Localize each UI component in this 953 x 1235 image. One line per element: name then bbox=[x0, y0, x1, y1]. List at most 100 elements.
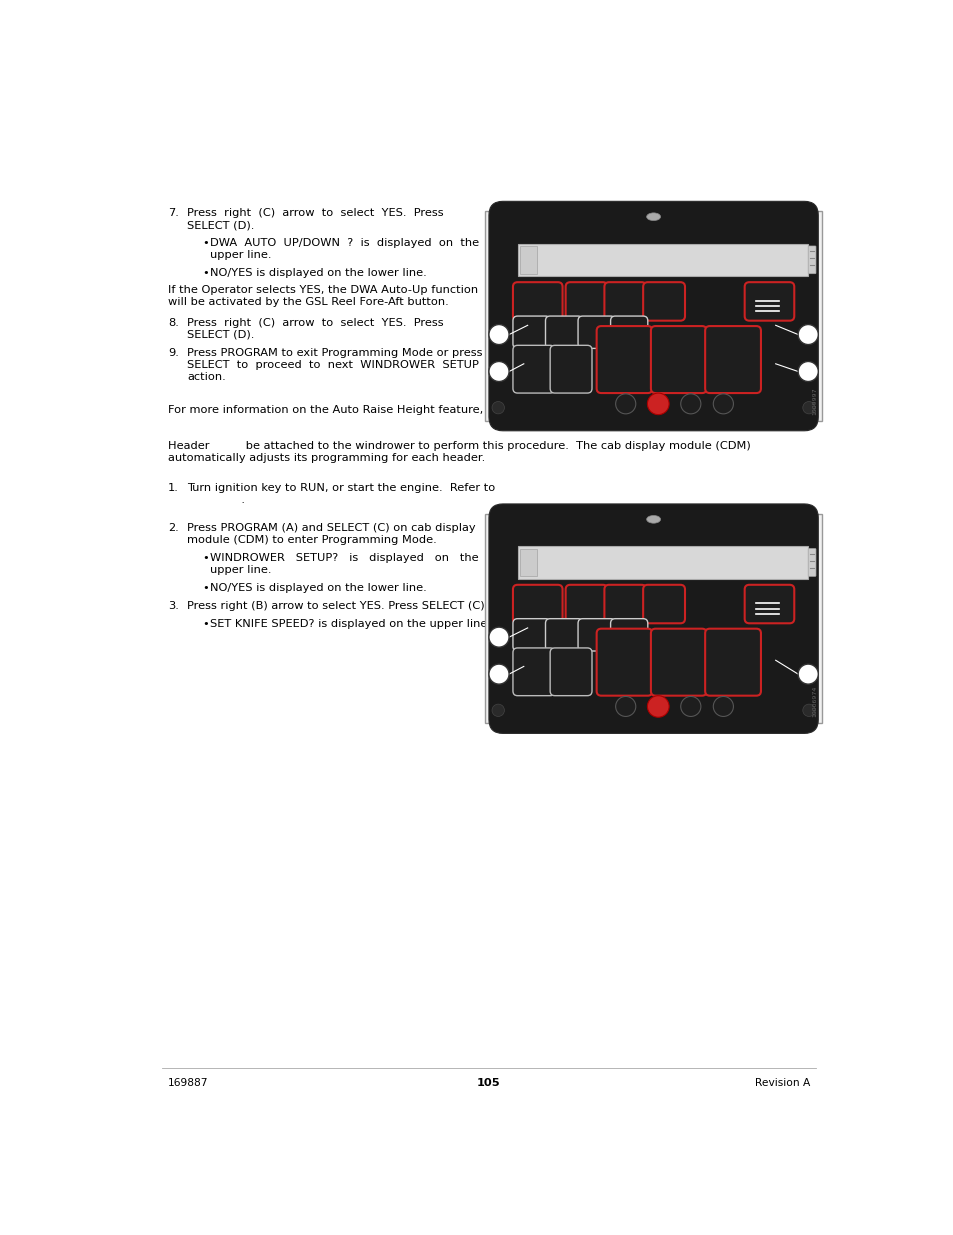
Text: 9.: 9. bbox=[168, 348, 179, 358]
Text: If the Operator selects YES, the DWA Auto-Up function: If the Operator selects YES, the DWA Aut… bbox=[168, 285, 477, 295]
FancyBboxPatch shape bbox=[513, 619, 550, 651]
Text: •: • bbox=[202, 238, 209, 248]
Text: HEADER: HEADER bbox=[560, 659, 580, 664]
Circle shape bbox=[802, 704, 815, 716]
Circle shape bbox=[802, 401, 815, 414]
Text: 2.: 2. bbox=[168, 524, 178, 534]
Bar bbox=[517, 546, 807, 579]
Text: Press PROGRAM to exit Programming Mode or press: Press PROGRAM to exit Programming Mode o… bbox=[187, 348, 482, 358]
Text: 169887: 169887 bbox=[168, 1078, 209, 1088]
Text: ←: ← bbox=[542, 261, 551, 270]
Text: .: . bbox=[570, 405, 574, 415]
Text: ≣: ≣ bbox=[559, 630, 568, 640]
Text: ⇦: ⇦ bbox=[578, 595, 594, 613]
Text: INDEX: INDEX bbox=[562, 369, 578, 374]
Text: NO/YES: NO/YES bbox=[546, 261, 584, 270]
Text: HARVEST MANAGER: HARVEST MANAGER bbox=[614, 534, 731, 543]
Circle shape bbox=[615, 697, 635, 716]
Text: HEADER: HEADER bbox=[560, 357, 580, 362]
Text: will be activated by the GSL Reel Fore-Aft button.: will be activated by the GSL Reel Fore-A… bbox=[168, 298, 448, 308]
Text: ∞: ∞ bbox=[527, 630, 535, 640]
Text: automatically adjusts its programming for each header.: automatically adjusts its programming fo… bbox=[168, 453, 485, 463]
Text: NO/YES is displayed on the lower line.: NO/YES is displayed on the lower line. bbox=[210, 268, 426, 278]
Text: PRO: PRO bbox=[767, 534, 792, 543]
FancyBboxPatch shape bbox=[513, 282, 562, 321]
Text: ⊛: ⊛ bbox=[624, 630, 633, 640]
FancyBboxPatch shape bbox=[545, 619, 582, 651]
Text: A: A bbox=[494, 329, 503, 341]
Text: •: • bbox=[202, 583, 209, 593]
FancyBboxPatch shape bbox=[484, 211, 821, 421]
Text: TO CUT: TO CUT bbox=[524, 672, 542, 677]
Text: NO/YES: NO/YES bbox=[546, 563, 584, 573]
Circle shape bbox=[713, 394, 733, 414]
Circle shape bbox=[488, 664, 509, 684]
Text: Press  right  (C)  arrow  to  select  YES.  Press: Press right (C) arrow to select YES. Pre… bbox=[187, 317, 443, 327]
Text: PROGRAM: PROGRAM bbox=[521, 290, 553, 295]
Text: RETURN: RETURN bbox=[523, 659, 543, 664]
Text: S
T
P: S T P bbox=[656, 395, 659, 412]
Text: ⚪: ⚪ bbox=[685, 700, 696, 713]
Text: SELECT  to  proceed  to  next  WINDROWER  SETUP: SELECT to proceed to next WINDROWER SETU… bbox=[187, 361, 478, 370]
Text: 1.: 1. bbox=[168, 483, 179, 493]
Text: For more information on the Auto Raise Height feature, refer to: For more information on the Auto Raise H… bbox=[168, 405, 529, 415]
Text: S
T
P: S T P bbox=[656, 698, 659, 715]
FancyBboxPatch shape bbox=[545, 316, 582, 348]
FancyBboxPatch shape bbox=[610, 316, 647, 348]
Text: B: B bbox=[494, 366, 503, 378]
Text: RETURN: RETURN bbox=[523, 357, 543, 362]
Text: C: C bbox=[803, 668, 812, 680]
Text: WINDROWER SETUP?: WINDROWER SETUP? bbox=[544, 550, 668, 559]
Text: •: • bbox=[202, 553, 209, 563]
Circle shape bbox=[488, 325, 509, 345]
Text: Press  right  (C)  arrow  to  select  YES.  Press: Press right (C) arrow to select YES. Pre… bbox=[187, 209, 443, 219]
Text: ←: ← bbox=[542, 563, 551, 573]
FancyBboxPatch shape bbox=[565, 282, 607, 321]
Text: ⊛: ⊛ bbox=[624, 327, 633, 337]
Circle shape bbox=[798, 362, 818, 382]
Text: 3.: 3. bbox=[168, 601, 179, 611]
Text: △: △ bbox=[592, 630, 599, 640]
Circle shape bbox=[798, 325, 818, 345]
Text: 1009997: 1009997 bbox=[812, 387, 817, 415]
Text: SELECT: SELECT bbox=[758, 593, 781, 598]
Text: INDEX: INDEX bbox=[562, 672, 578, 677]
FancyBboxPatch shape bbox=[484, 514, 821, 724]
Text: →: → bbox=[801, 563, 811, 573]
FancyBboxPatch shape bbox=[488, 504, 818, 734]
FancyBboxPatch shape bbox=[488, 201, 818, 431]
Text: ⇨: ⇨ bbox=[656, 595, 671, 613]
Text: module (CDM) to enter Programming Mode.: module (CDM) to enter Programming Mode. bbox=[187, 535, 436, 545]
Circle shape bbox=[647, 695, 668, 718]
Text: .: . bbox=[187, 495, 245, 505]
FancyBboxPatch shape bbox=[513, 648, 555, 695]
Text: SET KNIFE SPEED? is displayed on the upper line.: SET KNIFE SPEED? is displayed on the upp… bbox=[210, 619, 491, 629]
FancyBboxPatch shape bbox=[807, 548, 815, 577]
Text: 📖: 📖 bbox=[533, 597, 541, 610]
Text: CXXX: CXXX bbox=[521, 550, 544, 558]
Text: ∞: ∞ bbox=[527, 327, 535, 337]
Text: Press right (B) arrow to select YES. Press SELECT (C).: Press right (B) arrow to select YES. Pre… bbox=[187, 601, 488, 611]
Bar bbox=[519, 548, 537, 577]
Ellipse shape bbox=[646, 515, 659, 524]
Text: D: D bbox=[802, 329, 812, 341]
Text: WINDROWER   SETUP?   is   displayed   on   the: WINDROWER SETUP? is displayed on the bbox=[210, 553, 478, 563]
Circle shape bbox=[680, 697, 700, 716]
Text: Revision A: Revision A bbox=[754, 1078, 809, 1088]
Text: CXXX: CXXX bbox=[521, 247, 544, 256]
Text: △: △ bbox=[618, 595, 632, 613]
FancyBboxPatch shape bbox=[610, 619, 647, 651]
Ellipse shape bbox=[646, 212, 659, 221]
Text: action.: action. bbox=[187, 372, 226, 383]
Text: △: △ bbox=[618, 293, 632, 310]
Text: TO CUT: TO CUT bbox=[524, 369, 542, 374]
Circle shape bbox=[492, 704, 504, 716]
Text: 8.: 8. bbox=[168, 317, 179, 327]
FancyBboxPatch shape bbox=[704, 326, 760, 393]
FancyBboxPatch shape bbox=[596, 326, 652, 393]
Text: ≣: ≣ bbox=[559, 327, 568, 337]
FancyBboxPatch shape bbox=[650, 629, 706, 695]
Text: B: B bbox=[494, 668, 503, 680]
Text: Turn ignition key to RUN, or start the engine.  Refer to: Turn ignition key to RUN, or start the e… bbox=[187, 483, 496, 493]
Text: DWA AUTO UP / DOWN?: DWA AUTO UP / DOWN? bbox=[544, 246, 681, 257]
